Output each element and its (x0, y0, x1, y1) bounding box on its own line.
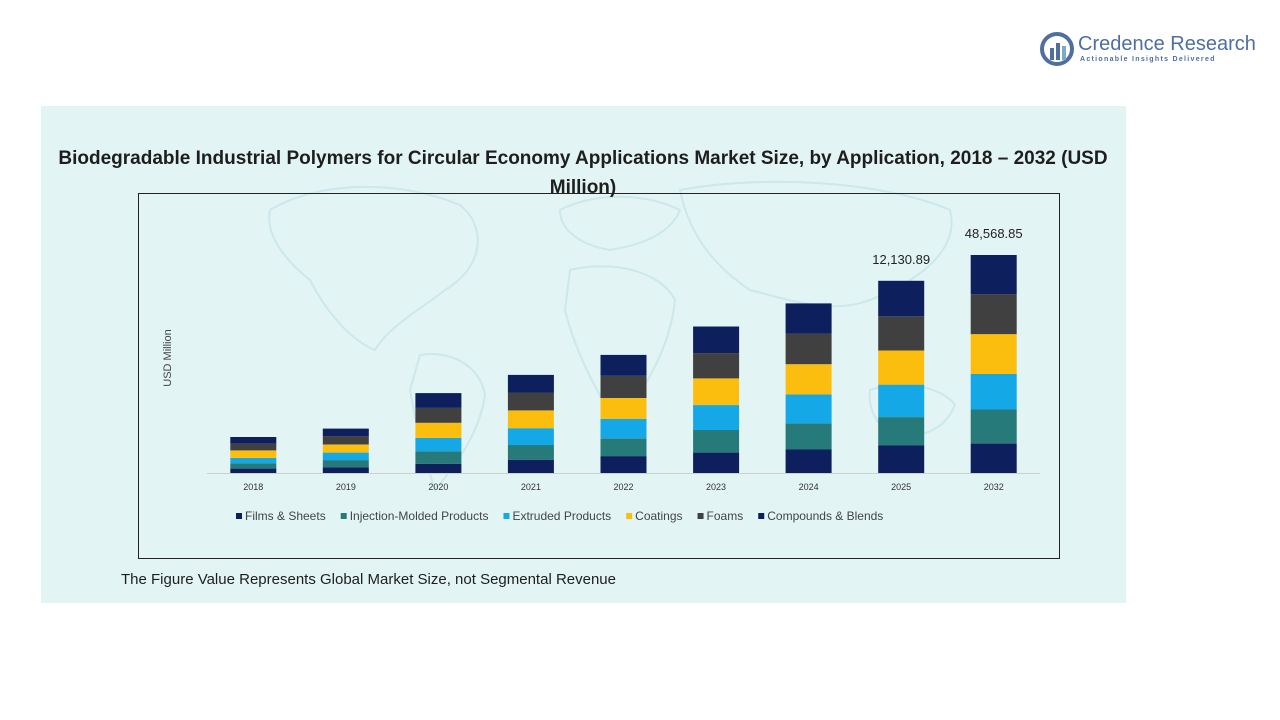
bar-2023-series-1 (693, 429, 740, 453)
bar-2023-series-4 (693, 353, 740, 379)
bar-2020-series-3 (415, 422, 462, 438)
bar-2020-series-5 (415, 393, 462, 408)
bar-2020-series-1 (415, 451, 462, 464)
bar-2024-series-2 (785, 394, 832, 424)
bar-2021-series-0 (507, 459, 554, 473)
value-label-2025: 12,130.89 (872, 252, 930, 267)
bar-2032-series-0 (970, 443, 1017, 473)
x-tick-label-2025: 2025 (891, 482, 911, 492)
legend-label-0: Films & Sheets (245, 509, 326, 523)
bar-2019-series-5 (322, 428, 369, 437)
x-tick-label-2032: 2032 (984, 482, 1004, 492)
x-tick-label-2022: 2022 (613, 482, 633, 492)
bar-2019-series-2 (322, 452, 369, 461)
bar-2021-series-3 (507, 410, 554, 429)
x-tick-label-2018: 2018 (243, 482, 263, 492)
credence-logo-icon (1040, 32, 1074, 66)
x-tick-label-2019: 2019 (336, 482, 356, 492)
bar-2019-series-3 (322, 444, 369, 453)
bar-2024-series-4 (785, 333, 832, 365)
bar-2022-series-3 (600, 398, 647, 419)
bar-2023-series-3 (693, 378, 740, 405)
legend-swatch-4 (697, 513, 704, 519)
legend-label-2: Extruded Products (512, 509, 611, 523)
chart-title: Biodegradable Industrial Polymers for Ci… (58, 148, 1108, 198)
bar-2020-series-2 (415, 437, 462, 452)
footnote: The Figure Value Represents Global Marke… (121, 571, 616, 588)
bar-2025-series-5 (878, 280, 925, 317)
bar-2025-series-4 (878, 316, 925, 351)
bar-2018-series-5 (230, 437, 277, 444)
bar-2025-series-2 (878, 384, 925, 417)
bar-2023-series-5 (693, 326, 740, 354)
bar-2021-series-2 (507, 428, 554, 446)
x-tick-label-2023: 2023 (706, 482, 726, 492)
bar-2032-series-4 (970, 294, 1017, 335)
bar-2022-series-1 (600, 438, 647, 457)
chart-frame (138, 193, 1060, 559)
bar-2024-series-1 (785, 423, 832, 450)
bar-2022-series-4 (600, 375, 647, 398)
legend-swatch-0 (236, 513, 242, 519)
chart-panel (41, 106, 1126, 603)
bar-2020-series-4 (415, 407, 462, 423)
brand-name: Credence Research (1078, 33, 1256, 55)
bar-2023-series-2 (693, 405, 740, 430)
bar-2018-series-3 (230, 450, 277, 458)
legend-swatch-5 (758, 513, 765, 519)
x-tick-label-2024: 2024 (799, 482, 819, 492)
bar-2025-series-0 (878, 445, 925, 473)
bar-2025-series-3 (878, 350, 925, 385)
bar-2021-series-5 (507, 374, 554, 393)
bar-2032-series-3 (970, 334, 1017, 374)
bar-2018-series-0 (230, 468, 277, 473)
legend-label-4: Foams (707, 509, 744, 523)
legend-swatch-1 (340, 513, 347, 519)
bar-2018-series-4 (230, 443, 277, 451)
bar-2032-series-2 (970, 374, 1017, 410)
bar-2024-series-5 (785, 303, 832, 334)
y-axis-label: USD Million (162, 329, 174, 386)
bar-2019-series-0 (322, 467, 369, 473)
value-label-2032: 48,568.85 (965, 226, 1023, 241)
brand-tagline: Actionable Insights Delivered (1080, 56, 1216, 63)
legend-swatch-2 (503, 513, 510, 519)
bar-2019-series-4 (322, 436, 369, 445)
bar-2021-series-1 (507, 445, 554, 460)
bar-2032-series-5 (970, 255, 1017, 295)
bar-2022-series-5 (600, 354, 647, 376)
x-tick-label-2021: 2021 (521, 482, 541, 492)
bar-2025-series-1 (878, 417, 925, 446)
bar-2024-series-0 (785, 449, 832, 473)
x-tick-label-2020: 2020 (428, 482, 448, 492)
bar-2019-series-1 (322, 460, 369, 468)
legend-label-5: Compounds & Blends (767, 509, 883, 523)
bar-2018-series-2 (230, 457, 277, 464)
legend-swatch-3 (626, 513, 633, 519)
legend-label-3: Coatings (635, 509, 682, 523)
bar-2022-series-2 (600, 418, 647, 439)
bar-2024-series-3 (785, 364, 832, 395)
legend-label-1: Injection-Molded Products (350, 509, 489, 523)
bar-2032-series-1 (970, 409, 1017, 444)
bar-2018-series-1 (230, 463, 277, 469)
bar-2022-series-0 (600, 456, 647, 473)
brand-logo: Credence Research Actionable Insights De… (1040, 30, 1256, 70)
bar-2023-series-0 (693, 452, 740, 473)
bar-2020-series-0 (415, 463, 462, 473)
bar-2021-series-4 (507, 392, 554, 411)
